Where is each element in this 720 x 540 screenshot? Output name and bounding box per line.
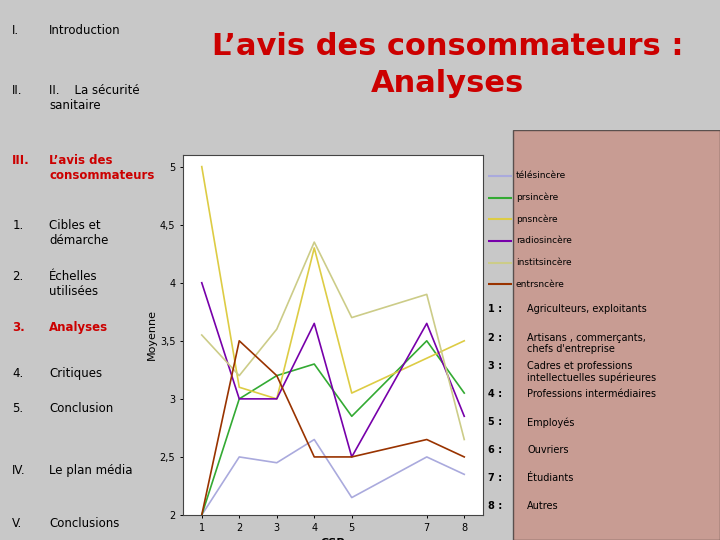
Text: institsincère: institsincère: [516, 258, 572, 267]
radiosincère: [310, 320, 318, 327]
Text: L’avis des
consommateurs: L’avis des consommateurs: [49, 154, 154, 182]
pnsncère: [348, 390, 356, 396]
pnsncère: [272, 396, 281, 402]
radiosincère: [423, 320, 431, 327]
Text: 4 :: 4 :: [488, 389, 502, 399]
entrsncère: [197, 512, 206, 518]
Text: entrsncère: entrsncère: [516, 280, 564, 289]
télésincère: [348, 494, 356, 501]
radiosincère: [272, 396, 281, 402]
Line: radiosincère: radiosincère: [202, 283, 464, 457]
prsincère: [272, 373, 281, 379]
télésincère: [310, 436, 318, 443]
Text: prsincère: prsincère: [516, 193, 558, 202]
institsincère: [348, 314, 356, 321]
Text: II.    La sécurité
sanitaire: II. La sécurité sanitaire: [49, 84, 140, 112]
X-axis label: CSP: CSP: [320, 538, 346, 540]
Text: 8 :: 8 :: [488, 501, 503, 511]
prsincère: [460, 390, 469, 396]
institsincère: [460, 436, 469, 443]
Text: I.: I.: [12, 24, 19, 37]
Text: 2.: 2.: [12, 270, 24, 283]
institsincère: [235, 373, 243, 379]
prsincère: [310, 361, 318, 367]
Text: 4.: 4.: [12, 367, 24, 380]
pnsncère: [235, 384, 243, 390]
Text: 1 :: 1 :: [488, 305, 502, 314]
Text: Employés: Employés: [527, 417, 575, 428]
radiosincère: [348, 454, 356, 460]
prsincère: [235, 396, 243, 402]
Text: 7 :: 7 :: [488, 473, 502, 483]
Text: Autres: Autres: [527, 501, 559, 511]
Line: prsincère: prsincère: [202, 341, 464, 515]
institsincère: [310, 239, 318, 245]
Line: télésincère: télésincère: [202, 440, 464, 515]
entrsncère: [310, 454, 318, 460]
Text: Introduction: Introduction: [49, 24, 121, 37]
Y-axis label: Moyenne: Moyenne: [147, 309, 157, 361]
télésincère: [423, 454, 431, 460]
Line: institsincère: institsincère: [202, 242, 464, 440]
télésincère: [272, 460, 281, 466]
entrsncère: [460, 454, 469, 460]
Text: 3.: 3.: [12, 321, 25, 334]
Text: V.: V.: [12, 517, 22, 530]
institsincère: [272, 326, 281, 333]
Text: Cadres et professions
intellectuelles supérieures: Cadres et professions intellectuelles su…: [527, 361, 656, 383]
entrsncère: [423, 436, 431, 443]
Text: L’avis des consommateurs :
Analyses: L’avis des consommateurs : Analyses: [212, 32, 683, 98]
entrsncère: [348, 454, 356, 460]
pnsncère: [310, 245, 318, 251]
entrsncère: [235, 338, 243, 344]
télésincère: [460, 471, 469, 477]
Text: pnsncère: pnsncère: [516, 214, 557, 224]
télésincère: [235, 454, 243, 460]
pnsncère: [197, 164, 206, 170]
Text: Échelles
utilisées: Échelles utilisées: [49, 270, 98, 298]
Line: pnsncère: pnsncère: [202, 167, 464, 399]
Text: Le plan média: Le plan média: [49, 464, 132, 477]
Text: Cibles et
démarche: Cibles et démarche: [49, 219, 109, 247]
Text: Conclusions: Conclusions: [49, 517, 120, 530]
télésincère: [197, 512, 206, 518]
Text: 5.: 5.: [12, 402, 23, 415]
Text: Professions intermédiaires: Professions intermédiaires: [527, 389, 656, 399]
Text: Critiques: Critiques: [49, 367, 102, 380]
Text: 1.: 1.: [12, 219, 24, 232]
pnsncère: [460, 338, 469, 344]
radiosincère: [460, 413, 469, 420]
Text: III.: III.: [12, 154, 30, 167]
radiosincère: [197, 280, 206, 286]
FancyBboxPatch shape: [513, 130, 720, 540]
Text: Conclusion: Conclusion: [49, 402, 113, 415]
Text: 2 :: 2 :: [488, 333, 502, 342]
Text: 5 :: 5 :: [488, 417, 502, 427]
Text: Ouvriers: Ouvriers: [527, 445, 569, 455]
entrsncère: [272, 373, 281, 379]
Text: radiosincère: radiosincère: [516, 237, 572, 245]
prsincère: [348, 413, 356, 420]
Text: Analyses: Analyses: [49, 321, 108, 334]
radiosincère: [235, 396, 243, 402]
Line: entrsncère: entrsncère: [202, 341, 464, 515]
Text: 6 :: 6 :: [488, 445, 502, 455]
Text: II.: II.: [12, 84, 23, 97]
Text: Étudiants: Étudiants: [527, 473, 573, 483]
Text: Agriculteurs, exploitants: Agriculteurs, exploitants: [527, 305, 647, 314]
institsincère: [197, 332, 206, 338]
Text: Artisans , commerçants,
chefs d'entreprise: Artisans , commerçants, chefs d'entrepri…: [527, 333, 646, 354]
pnsncère: [423, 355, 431, 361]
Text: 3 :: 3 :: [488, 361, 502, 371]
Text: IV.: IV.: [12, 464, 26, 477]
institsincère: [423, 291, 431, 298]
prsincère: [423, 338, 431, 344]
Text: télésincère: télésincère: [516, 171, 566, 180]
prsincère: [197, 512, 206, 518]
